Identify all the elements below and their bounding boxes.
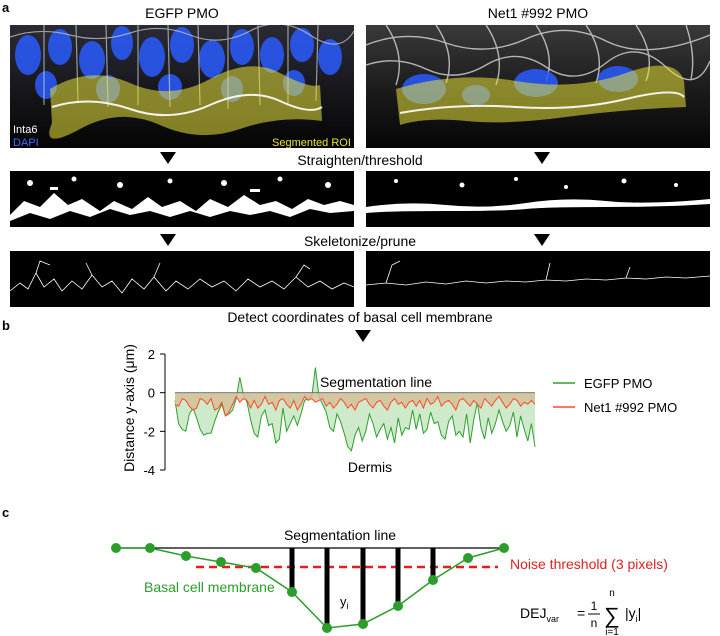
legend-label-1: Net1 #992 PMO [584, 400, 677, 415]
svg-text:n: n [591, 616, 598, 630]
yi-label: yi [340, 594, 349, 611]
series-line-0 [174, 367, 536, 452]
basal-membrane-signal [399, 91, 685, 114]
y-tick-label: -2 [143, 424, 155, 439]
dapi-label: DAPI [13, 137, 39, 148]
left-column-title: EGFP PMO [145, 5, 219, 21]
y-tick-label: 2 [148, 347, 155, 362]
svg-text:=: = [577, 605, 585, 621]
egfp-micrograph: Inta6 DAPI Segmented ROI [10, 25, 354, 148]
segmented-roi [49, 66, 322, 139]
arrow-down-icon [160, 234, 176, 246]
offset-bars [289, 548, 436, 628]
net1-skeleton-strip [366, 251, 710, 307]
step-detect-coordinates: Detect coordinates of basal cell membran… [227, 309, 493, 325]
egfp-skeleton-strip [10, 251, 354, 307]
net1-threshold-strip [366, 171, 710, 227]
panel-b-letter: b [2, 318, 10, 333]
dej-profile-chart: Distance y-axis (μm) 2 0 -2 -4 Segmentation… [121, 344, 677, 478]
basal-membrane-signal [51, 93, 323, 117]
step-straighten-threshold: Straighten/threshold [297, 152, 423, 168]
svg-text:i=1: i=1 [605, 627, 619, 636]
arrow-down-icon [355, 330, 371, 342]
panel-c-letter: c [2, 505, 10, 520]
basal-membrane-line [116, 547, 505, 629]
right-column-title: Net1 #992 PMO [487, 5, 589, 21]
segmentation-line-annotation: Segmentation line [320, 374, 432, 390]
dej-formula: DEJvar = 1 n n ∑ i=1 |yi| [520, 588, 641, 636]
svg-text:n: n [609, 588, 615, 599]
noise-threshold-label: Noise threshold (3 pixels) [510, 556, 668, 572]
membrane-outlines [10, 25, 354, 109]
step-skeletonize-prune: Skeletonize/prune [303, 233, 417, 249]
segmented-roi [396, 65, 686, 125]
arrow-down-icon [534, 234, 550, 246]
series-line-1 [174, 395, 536, 417]
panel-a-letter: a [2, 0, 10, 15]
svg-text:|yi|: |yi| [625, 605, 641, 624]
arrow-down-icon [160, 152, 176, 164]
inta6-label: Inta6 [13, 124, 37, 136]
series-area-1 [175, 392, 535, 416]
dej-variance-schematic: Segmentation line Noise threshold (3 pix… [111, 527, 668, 636]
segmentation-line-label: Segmentation line [284, 527, 396, 543]
svg-text:DEJvar: DEJvar [520, 605, 559, 624]
y-tick-label: 0 [148, 386, 155, 401]
roi-label: Segmented ROI [272, 137, 351, 148]
net1-micrograph [366, 25, 710, 148]
svg-text:1: 1 [591, 599, 598, 613]
basal-membrane-label: Basal cell membrane [144, 579, 275, 595]
membrane-points [111, 543, 509, 633]
egfp-threshold-strip [10, 171, 354, 227]
y-tick-label: -4 [143, 463, 155, 478]
arrow-down-icon [534, 152, 550, 164]
legend-label-0: EGFP PMO [584, 376, 652, 391]
dermis-annotation: Dermis [348, 459, 392, 475]
y-axis-label: Distance y-axis (μm) [121, 344, 137, 472]
svg-text:∑: ∑ [604, 603, 620, 628]
